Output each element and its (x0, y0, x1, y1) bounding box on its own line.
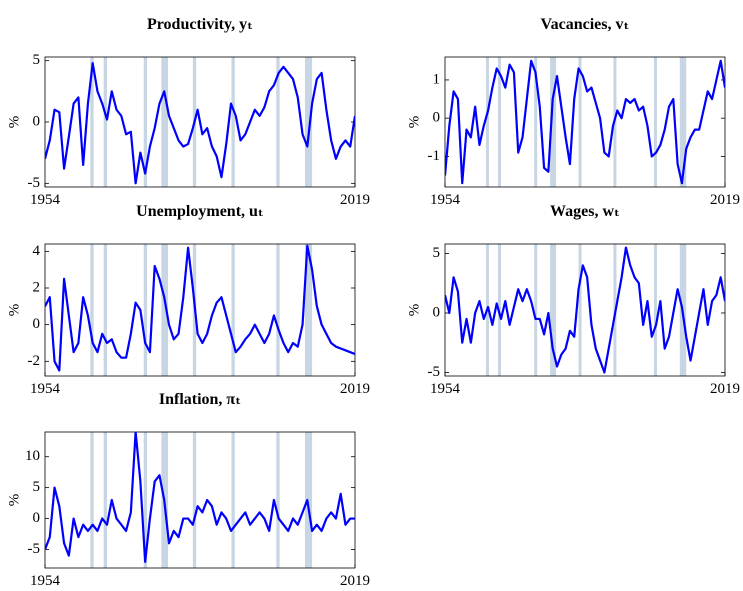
chart-title: Productivity, yₜ (147, 16, 253, 33)
recession-band (304, 244, 313, 376)
recession-band (534, 244, 538, 376)
recession-band (653, 244, 657, 376)
y-tick-label: 0 (433, 110, 441, 126)
y-axis-label: % (6, 494, 22, 507)
y-tick-label: -5 (428, 364, 441, 380)
axis-frame (44, 243, 356, 377)
recession-band (485, 57, 489, 187)
y-tick-label: 10 (25, 448, 40, 464)
x-tick-label: 2019 (710, 381, 740, 397)
recession-band (161, 57, 169, 187)
recession-band (653, 57, 657, 187)
recession-band (534, 57, 538, 187)
recession-band (550, 57, 557, 187)
chart-title: Vacancies, vₜ (541, 16, 630, 33)
x-tick-label: 2019 (710, 192, 740, 208)
panel: Productivity, yₜ% -5 0 5 1954 2019 (6, 16, 370, 208)
recession-band (143, 57, 148, 187)
recession-band (578, 244, 582, 376)
recession-band (143, 432, 148, 568)
axis-frame (44, 431, 356, 569)
axis-frame (444, 243, 726, 377)
y-tick-label: -1 (428, 148, 441, 164)
recession-band (578, 57, 582, 187)
recession-band (276, 432, 280, 568)
recession-band (103, 432, 107, 568)
recession-band (90, 432, 94, 568)
y-tick-label: -2 (28, 353, 41, 369)
chart-title: Unemployment, uₜ (136, 203, 264, 220)
x-tick-label: 1954 (30, 381, 61, 397)
chart-title: Inflation, πₜ (159, 391, 241, 408)
recession-band (103, 244, 107, 376)
recession-band (276, 244, 280, 376)
recession-band (143, 244, 148, 376)
y-axis-label: % (406, 304, 422, 317)
y-tick-label: 5 (33, 52, 41, 68)
x-tick-label: 1954 (30, 192, 61, 208)
y-tick-label: 4 (33, 243, 41, 259)
recession-band (304, 432, 313, 568)
recession-band (231, 244, 235, 376)
y-tick-label: 5 (33, 479, 41, 495)
data-line (445, 59, 725, 185)
panel: Inflation, πₜ% -5 0 5 10 1954 2019 (6, 391, 370, 589)
y-axis-label: % (6, 116, 22, 129)
panel: Wages, wₜ% -5 0 5 1954 2019 (406, 203, 740, 397)
x-tick-label: 1954 (430, 192, 461, 208)
y-tick-label: 2 (33, 279, 41, 295)
recession-band (497, 57, 501, 187)
y-tick-label: 0 (33, 316, 41, 332)
data-line (445, 246, 725, 374)
y-tick-label: -5 (28, 175, 41, 191)
y-axis-label: % (406, 116, 422, 129)
x-tick-label: 1954 (430, 381, 461, 397)
y-tick-label: 0 (33, 113, 41, 129)
recession-band (276, 57, 280, 187)
y-axis-label: % (6, 304, 22, 317)
y-tick-label: 0 (433, 304, 441, 320)
x-tick-label: 2019 (340, 381, 370, 397)
recession-band (192, 432, 197, 568)
recession-band (550, 244, 557, 376)
recession-band (103, 57, 107, 187)
data-line (45, 62, 355, 185)
y-tick-label: -5 (28, 541, 41, 557)
recession-band (90, 244, 94, 376)
recession-band (161, 244, 169, 376)
data-line (45, 244, 355, 372)
data-line (45, 432, 355, 563)
x-tick-label: 2019 (340, 573, 370, 589)
recession-band (231, 432, 235, 568)
x-tick-label: 1954 (30, 573, 61, 589)
y-tick-label: 0 (33, 510, 41, 526)
x-tick-label: 2019 (340, 192, 370, 208)
y-tick-label: 1 (433, 71, 441, 87)
recession-band (304, 57, 313, 187)
y-tick-label: 5 (433, 245, 441, 261)
chart-title: Wages, wₜ (550, 203, 620, 220)
recession-band (90, 57, 94, 187)
recession-band (679, 57, 687, 187)
axis-frame (444, 56, 726, 188)
recession-band (231, 57, 235, 187)
panel: Unemployment, uₜ% -2 0 2 4 1954 2019 (6, 203, 370, 397)
